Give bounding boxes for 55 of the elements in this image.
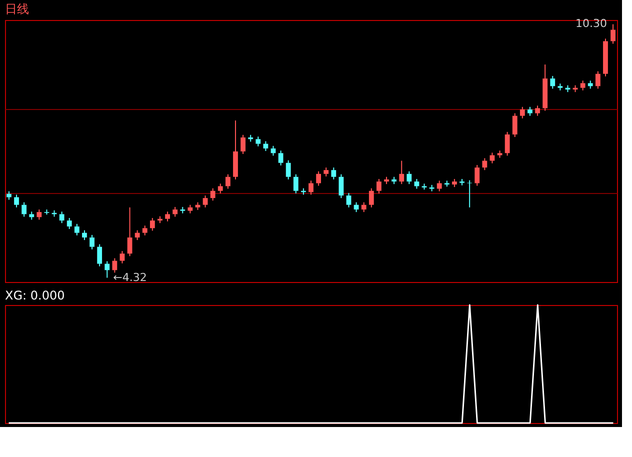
candlestick — [66, 217, 72, 230]
candlestick — [36, 209, 42, 220]
candlestick — [172, 206, 178, 218]
candlestick — [59, 211, 64, 224]
candlestick — [22, 202, 27, 218]
candlestick — [535, 105, 540, 116]
candlestick — [331, 167, 336, 180]
annotation: 10.30 — [576, 17, 608, 30]
candlestick — [610, 24, 616, 44]
candlestick — [278, 150, 284, 166]
candlestick — [120, 250, 125, 264]
candlestick — [436, 180, 442, 192]
candlestick — [256, 136, 261, 147]
candlestick — [97, 244, 102, 267]
chart-title: XG: 0.000 — [5, 288, 65, 302]
candlestick — [482, 158, 488, 171]
candlestick — [338, 174, 344, 199]
candlestick — [595, 70, 600, 90]
candlestick — [225, 174, 230, 190]
candlestick — [354, 202, 359, 213]
candlestick — [550, 75, 556, 90]
annotation: ←4.32 — [113, 270, 147, 284]
candlestick — [293, 174, 298, 194]
candlestick — [82, 230, 87, 241]
candlestick — [368, 188, 374, 208]
candlestick — [134, 230, 140, 241]
candlestick — [346, 192, 352, 208]
candlestick — [150, 217, 155, 232]
candlestick — [104, 260, 110, 278]
candlestick — [399, 160, 404, 185]
candlestick — [210, 188, 216, 202]
candlestick — [112, 258, 118, 274]
candlestick — [202, 195, 208, 208]
candlestick — [361, 202, 366, 213]
candlestick — [316, 170, 322, 186]
candlestick — [286, 160, 291, 180]
candlestick — [218, 183, 223, 194]
candlestick — [504, 131, 510, 156]
candlestick — [376, 178, 382, 194]
candlestick — [263, 140, 268, 152]
candlestick — [127, 206, 132, 257]
candlestick — [240, 134, 246, 154]
candlestick — [490, 152, 495, 164]
candlestick — [580, 80, 586, 91]
candlestick — [406, 170, 412, 185]
chart-title: 日线 — [5, 2, 29, 16]
candlestick — [14, 194, 19, 208]
candlestick — [308, 180, 314, 196]
candlestick — [74, 223, 80, 236]
candlestick — [90, 234, 94, 250]
candlestick — [142, 225, 148, 236]
candlestick — [165, 211, 170, 222]
candlestick — [512, 112, 518, 138]
candlestick — [474, 164, 480, 186]
candlestick — [520, 106, 525, 119]
